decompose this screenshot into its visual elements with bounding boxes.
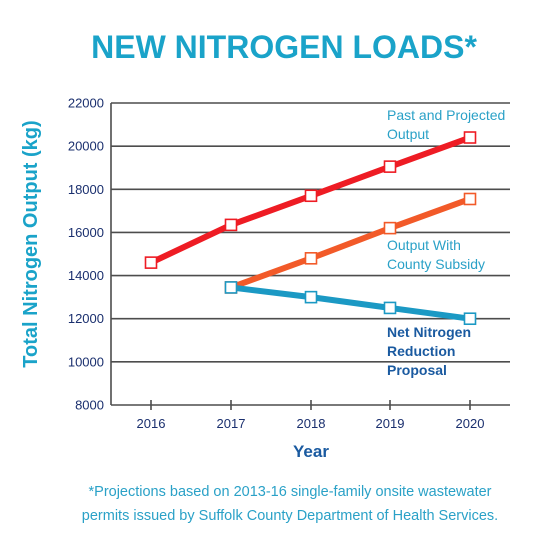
x-tick-labels: 2016 2017 2018 2019 2020 bbox=[137, 416, 485, 431]
footnote-line-2: permits issued by Suffolk County Departm… bbox=[82, 508, 498, 524]
y-tick-label: 10000 bbox=[68, 354, 104, 369]
series-3-label-line: Proposal bbox=[387, 362, 447, 378]
series-2-point bbox=[463, 192, 477, 206]
series-2-label-line: County Subsidy bbox=[387, 256, 485, 272]
x-tick-label: 2017 bbox=[217, 416, 246, 431]
series-1-label-line: Output bbox=[387, 126, 429, 142]
y-tick-label: 8000 bbox=[75, 398, 104, 413]
series-line-3 bbox=[230, 284, 471, 322]
series-3-point bbox=[383, 301, 397, 315]
series-3-point bbox=[463, 312, 477, 326]
y-axis-label: Total Nitrogen Output (kg) bbox=[20, 120, 42, 367]
series-3-point bbox=[224, 281, 238, 294]
axes bbox=[110, 103, 510, 410]
series-1-point bbox=[224, 218, 238, 232]
series-3-label-line: Net Nitrogen bbox=[387, 324, 471, 340]
x-tick-label: 2020 bbox=[456, 416, 485, 431]
series-1-point bbox=[304, 189, 318, 203]
gridlines bbox=[111, 102, 510, 363]
series-2-point bbox=[304, 252, 318, 265]
chart-title: NEW NITROGEN LOADS* bbox=[91, 29, 477, 65]
series-1-point bbox=[144, 256, 158, 269]
series-3-point bbox=[304, 290, 318, 304]
x-tick-label: 2018 bbox=[297, 416, 326, 431]
x-tick-label: 2019 bbox=[376, 416, 405, 431]
series-1-label-line: Past and Projected bbox=[387, 107, 505, 123]
series-labels: Past and Projected Output Output With Count… bbox=[387, 107, 505, 378]
y-tick-label: 12000 bbox=[68, 311, 104, 326]
series-3-label-line: Reduction bbox=[387, 343, 455, 359]
y-tick-label: 22000 bbox=[68, 96, 104, 111]
y-tick-label: 14000 bbox=[68, 268, 104, 283]
y-tick-label: 16000 bbox=[68, 225, 104, 240]
y-tick-label: 18000 bbox=[68, 182, 104, 197]
y-tick-labels: 8000 10000 12000 14000 16000 18000 20000 22000 bbox=[68, 96, 104, 413]
series-line-2 bbox=[229, 196, 472, 291]
x-axis-label: Year bbox=[293, 442, 329, 461]
series-2-label-line: Output With bbox=[387, 237, 461, 253]
x-tick-label: 2016 bbox=[137, 416, 166, 431]
series-markers bbox=[144, 131, 477, 326]
series-1-point bbox=[463, 131, 477, 144]
y-tick-label: 20000 bbox=[68, 139, 104, 154]
series-1-point bbox=[383, 160, 397, 173]
series-2-point bbox=[383, 221, 397, 235]
footnote-line-1: *Projections based on 2013-16 single-fam… bbox=[89, 484, 492, 500]
